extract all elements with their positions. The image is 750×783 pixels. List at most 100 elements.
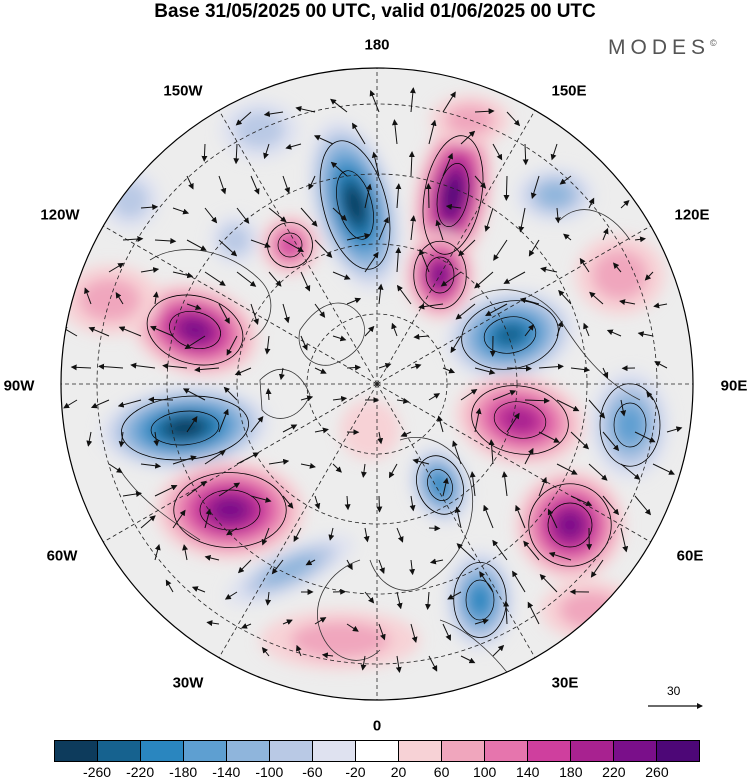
wind-arrow-icon — [346, 364, 362, 371]
wind-arrow-icon — [503, 175, 510, 201]
wind-arrow-icon — [70, 364, 92, 371]
wind-arrow-icon — [268, 271, 282, 287]
colorbar-tick-label: 20 — [390, 764, 407, 780]
latitude-circle — [166, 173, 588, 595]
wind-arrow-icon — [412, 458, 430, 465]
wind-arrow-icon — [445, 203, 462, 210]
contour-line — [319, 140, 391, 270]
wind-arrow-icon — [122, 491, 143, 497]
wind-arrow-icon — [300, 395, 314, 402]
colorbar-cell — [442, 741, 485, 761]
wind-arrow-icon — [442, 91, 456, 113]
wind-arrow-icon — [261, 527, 270, 546]
wind-arrow-icon — [218, 303, 230, 325]
wind-arrow-icon — [654, 361, 668, 369]
wind-arrow-icon — [588, 197, 595, 209]
contour-line — [493, 401, 547, 439]
wind-arrow-icon — [330, 161, 348, 177]
colorbar-tick-label: -100 — [255, 764, 284, 780]
wind-arrow-icon — [554, 207, 561, 224]
wind-arrow-icon — [332, 463, 342, 473]
wind-arrow-icon — [559, 175, 572, 185]
wind-arrow-icon — [455, 303, 476, 320]
wind-arrow-icon — [550, 143, 558, 161]
latitude-circle — [306, 313, 448, 455]
colorbar-cell — [571, 741, 614, 761]
anomaly-contour — [179, 318, 211, 342]
anomaly-contour — [167, 419, 203, 437]
wind-arrow-icon — [344, 495, 351, 511]
wind-arrow-icon — [172, 509, 186, 529]
wind-arrow-icon — [556, 463, 578, 475]
colorbar-tick-label: 220 — [602, 764, 626, 780]
wind-arrow-icon — [556, 320, 564, 337]
anomaly-contour — [616, 405, 644, 445]
wind-arrow-icon — [364, 591, 375, 604]
wind-arrow-icon — [186, 303, 202, 310]
colorbar-cell — [356, 741, 399, 761]
contour-line — [150, 410, 220, 446]
wind-arrow-icon — [204, 508, 212, 529]
colorbar-cell — [657, 741, 699, 761]
anomaly-blobs — [61, 95, 670, 670]
wind-arrow-icon — [425, 591, 431, 611]
wind-arrow-icon — [130, 362, 156, 369]
wind-arrow-icon — [515, 504, 526, 529]
wind-arrow-icon — [265, 388, 272, 401]
meridian-line — [376, 383, 651, 543]
wind-arrow-icon — [115, 292, 124, 305]
wind-arrow-icon — [452, 440, 462, 465]
wind-arrow-icon — [378, 559, 385, 574]
wind-arrow-icon — [314, 617, 327, 625]
wind-arrow-icon — [492, 644, 505, 657]
wind-arrow-icon — [182, 388, 206, 401]
anomaly-field — [61, 95, 670, 670]
colorbar-tick-label: 260 — [645, 764, 669, 780]
anomaly-contour — [559, 591, 621, 629]
wind-arrow-icon — [492, 143, 503, 161]
lon-label-120w: 120W — [40, 206, 80, 224]
meridian-line — [376, 225, 651, 385]
wind-arrow-icon — [396, 591, 403, 610]
anomaly-contour — [211, 497, 249, 523]
colorbar — [54, 740, 700, 762]
wind-arrow-icon — [410, 363, 422, 370]
wind-arrow-icon — [295, 644, 302, 657]
wind-arrow-icon — [469, 471, 476, 497]
wind-arrow-icon — [295, 105, 316, 113]
wind-arrow-icon — [474, 407, 482, 433]
wind-arrow-icon — [474, 108, 495, 115]
wind-arrow-icon — [547, 508, 558, 529]
wind-arrow-icon — [191, 586, 206, 593]
wind-arrow-icon — [506, 365, 532, 372]
colorbar-cell — [184, 741, 227, 761]
wind-arrow-icon — [204, 450, 226, 465]
wind-arrow-icon — [493, 239, 508, 261]
contour-line — [436, 163, 470, 227]
wind-arrow-icon — [204, 271, 226, 286]
wind-arrow-icon — [602, 367, 609, 379]
wind-arrow-icon — [396, 397, 410, 404]
wind-arrow-icon — [108, 262, 125, 273]
wind-arrow-icon — [346, 233, 371, 241]
wind-arrow-icon — [271, 559, 284, 575]
meridian-line — [103, 383, 378, 543]
wind-arrow-icon — [369, 89, 380, 113]
wind-arrow-icon — [378, 623, 386, 641]
wind-arrow-icon — [646, 391, 654, 401]
wind-arrow-icon — [538, 363, 564, 370]
brand-logo: MODES© — [608, 36, 717, 60]
wind-arrow-icon — [330, 98, 348, 113]
wind-arrow-icon — [186, 239, 207, 251]
wind-arrow-icon — [409, 559, 416, 576]
wind-arrow-icon — [250, 239, 271, 248]
wind-arrow-icon — [235, 111, 252, 126]
wind-arrow-icon — [506, 111, 521, 127]
wind-arrow-icon — [488, 439, 495, 465]
colorbar-cell — [485, 741, 528, 761]
wind-arrow-icon — [396, 527, 404, 543]
wind-arrow-icon — [396, 284, 412, 305]
wind-arrow-icon — [314, 367, 327, 374]
wind-arrow-icon — [602, 227, 609, 241]
wind-arrow-icon — [428, 393, 441, 401]
